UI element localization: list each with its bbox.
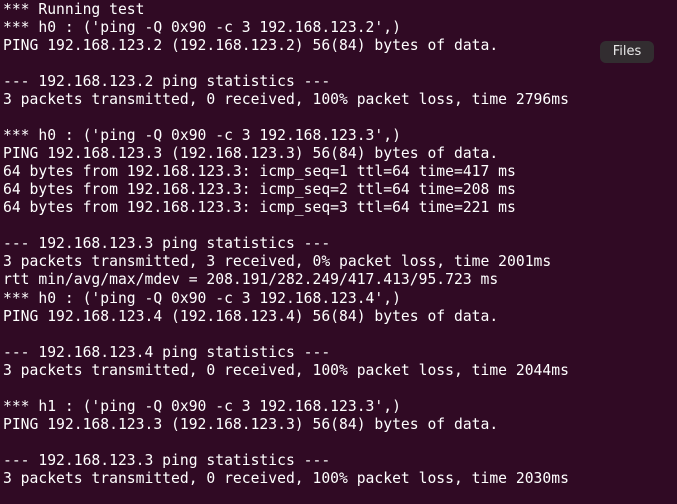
terminal-line: --- 192.168.123.4 ping statistics ---: [3, 343, 331, 361]
terminal-line: --- 192.168.123.2 ping statistics ---: [3, 73, 331, 91]
terminal-line: 3 packets transmitted, 3 received, 0% pa…: [3, 253, 552, 271]
terminal-line: *** h0 : ('ping -Q 0x90 -c 3 192.168.123…: [3, 289, 401, 307]
terminal-output[interactable]: *** Running test *** h0 : ('ping -Q 0x90 …: [3, 1, 569, 488]
terminal-line: *** h0 : ('ping -Q 0x90 -c 3 192.168.123…: [3, 19, 401, 37]
terminal-line: 64 bytes from 192.168.123.3: icmp_seq=1 …: [3, 163, 516, 181]
terminal-line: 3 packets transmitted, 0 received, 100% …: [3, 91, 569, 109]
terminal-line: 64 bytes from 192.168.123.3: icmp_seq=2 …: [3, 181, 516, 199]
terminal-line: *** h0 : ('ping -Q 0x90 -c 3 192.168.123…: [3, 127, 401, 145]
terminal-line: rtt min/avg/max/mdev = 208.191/282.249/4…: [3, 271, 499, 289]
terminal-line: [3, 380, 569, 398]
terminal-line: PING 192.168.123.2 (192.168.123.2) 56(84…: [3, 37, 499, 55]
terminal-line: *** Running test: [3, 1, 145, 18]
terminal-line: PING 192.168.123.3 (192.168.123.3) 56(84…: [3, 145, 499, 163]
terminal-line: --- 192.168.123.3 ping statistics ---: [3, 451, 331, 469]
terminal-line: PING 192.168.123.3 (192.168.123.3) 56(84…: [3, 415, 499, 433]
terminal-line: [3, 217, 569, 235]
terminal-line: [3, 434, 569, 452]
files-tooltip: Files: [600, 41, 654, 63]
terminal-line: [3, 109, 569, 127]
terminal-line: 3 packets transmitted, 0 received, 100% …: [3, 469, 569, 487]
terminal-line: *** h1 : ('ping -Q 0x90 -c 3 192.168.123…: [3, 397, 401, 415]
terminal-line: --- 192.168.123.3 ping statistics ---: [3, 235, 331, 253]
terminal-line: 3 packets transmitted, 0 received, 100% …: [3, 361, 569, 379]
terminal-line: PING 192.168.123.4 (192.168.123.4) 56(84…: [3, 307, 499, 325]
terminal-line: 64 bytes from 192.168.123.3: icmp_seq=3 …: [3, 199, 516, 217]
terminal-line: [3, 55, 569, 73]
terminal-line: [3, 326, 569, 344]
